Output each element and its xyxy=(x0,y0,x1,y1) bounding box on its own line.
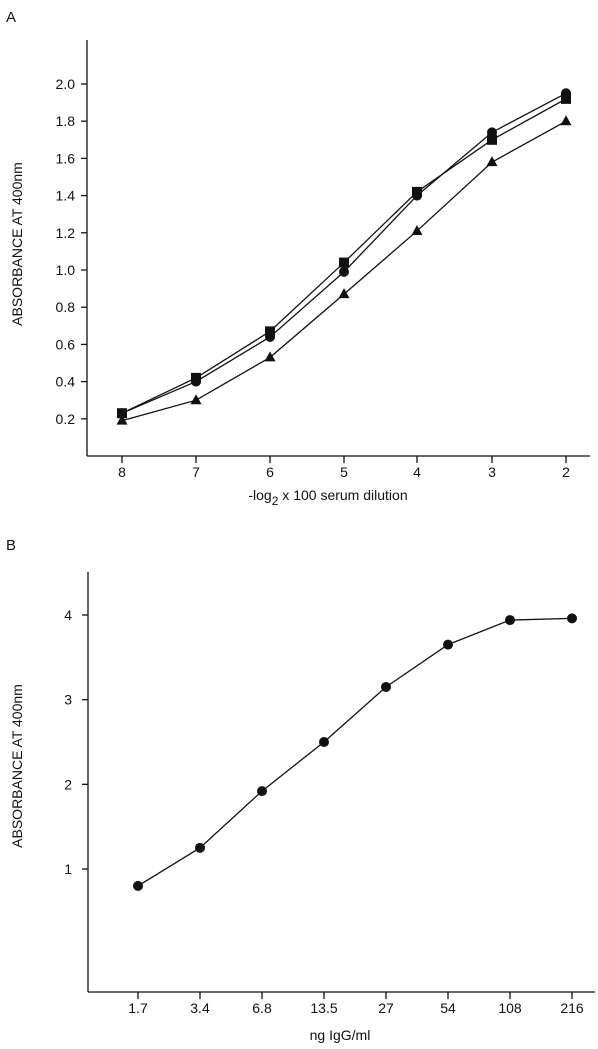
data-point-b xyxy=(195,842,205,853)
y-tick-label-a: 1.8 xyxy=(56,113,76,129)
x-tick-label-b: 1.7 xyxy=(128,1000,148,1016)
series-line-a-circle xyxy=(121,92,567,414)
data-point-a-triangle xyxy=(116,414,128,425)
panel-label-b: B xyxy=(6,537,16,554)
y-tick-label-a: 1.2 xyxy=(56,225,76,241)
data-point-a-square xyxy=(487,134,497,145)
data-point-a-triangle xyxy=(560,115,572,126)
y-tick-label-a: 2.0 xyxy=(56,76,76,92)
y-tick-label-b: 2 xyxy=(64,776,72,792)
x-axis-label-a-subscript: 2 xyxy=(272,494,279,508)
x-axis-label-a-rest: x 100 serum dilution xyxy=(278,487,407,503)
data-point-a-circle xyxy=(339,266,349,277)
x-axis-label-a: -log2 x 100 serum dilution xyxy=(248,487,407,508)
data-point-a-square xyxy=(412,186,422,197)
data-point-a-square xyxy=(561,93,571,104)
data-point-a-triangle xyxy=(411,224,423,235)
y-tick-label-a: 0.6 xyxy=(56,336,76,352)
x-tick-label-b: 6.8 xyxy=(252,1000,272,1016)
data-point-a-square xyxy=(191,372,201,383)
y-tick-label-b: 4 xyxy=(64,607,72,623)
y-tick-label-a: 0.4 xyxy=(56,374,76,390)
x-tick-label-a: 8 xyxy=(118,464,126,480)
x-tick-label-b: 13.5 xyxy=(310,1000,337,1016)
x-tick-label-a: 2 xyxy=(562,464,570,480)
data-point-b xyxy=(443,639,453,650)
data-point-b xyxy=(567,613,577,624)
series-line-b xyxy=(137,617,573,887)
x-tick-label-b: 3.4 xyxy=(190,1000,210,1016)
data-point-a-square xyxy=(265,326,275,337)
y-tick-label-a: 1.0 xyxy=(56,262,76,278)
y-tick-label-b: 1 xyxy=(64,861,72,877)
y-axis-label-a: ABSORBANCE AT 400nm xyxy=(9,162,25,326)
x-axis-label-a-main: -log xyxy=(248,487,271,503)
x-tick-label-a: 4 xyxy=(413,464,421,480)
y-tick-label-a: 0.8 xyxy=(56,299,76,315)
data-point-a-triangle xyxy=(190,394,202,405)
y-tick-label-a: 1.6 xyxy=(56,150,76,166)
data-point-a-triangle xyxy=(486,156,498,167)
panel-label-a: A xyxy=(6,9,16,26)
x-tick-label-b: 54 xyxy=(440,1000,456,1016)
data-point-a-square xyxy=(117,408,127,419)
data-point-b xyxy=(133,880,143,891)
data-point-a-square xyxy=(339,257,349,268)
y-axis-label-b: ABSORBANCE AT 400nm xyxy=(9,684,25,848)
data-point-b xyxy=(257,786,267,797)
x-tick-label-a: 7 xyxy=(192,464,200,480)
y-tick-label-b: 3 xyxy=(64,692,72,708)
x-tick-label-a: 6 xyxy=(266,464,274,480)
data-point-a-triangle xyxy=(338,288,350,299)
y-tick-label-a: 1.4 xyxy=(56,188,76,204)
x-tick-label-a: 5 xyxy=(340,464,348,480)
series-line-a-square xyxy=(121,98,567,414)
x-axis-label-b: ng IgG/ml xyxy=(310,1027,371,1043)
x-tick-label-a: 3 xyxy=(488,464,496,480)
data-point-a-triangle xyxy=(264,351,276,362)
x-tick-label-b: 27 xyxy=(378,1000,394,1016)
data-point-b xyxy=(381,681,391,692)
data-point-b xyxy=(319,736,329,747)
chart-a: A ABSORBANCE AT 400nm -log2 x 100 serum … xyxy=(6,9,590,508)
chart-b: B ABSORBANCE AT 400nm ng IgG/ml 1 2 3 4 1.7 3… xyxy=(6,537,595,1043)
x-tick-label-b: 108 xyxy=(498,1000,522,1016)
data-point-b xyxy=(505,615,515,626)
x-tick-label-b: 216 xyxy=(560,1000,584,1016)
y-tick-label-a: 0.2 xyxy=(56,411,76,427)
